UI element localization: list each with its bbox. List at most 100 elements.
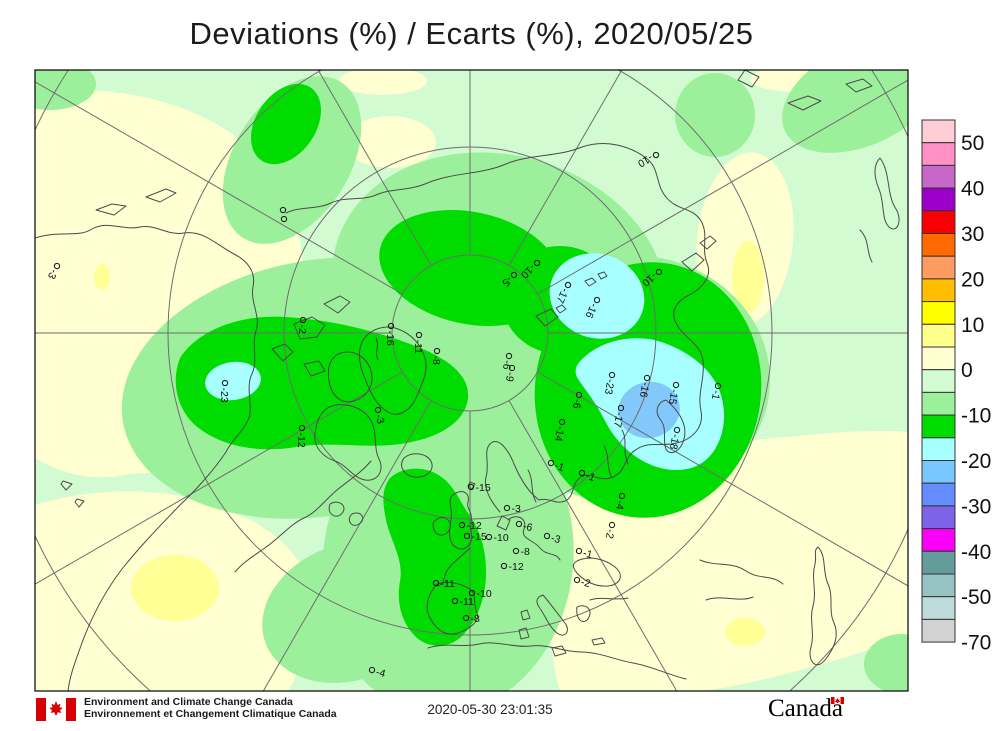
colorbar-box: [921, 618, 956, 643]
station-marker: -3: [373, 406, 387, 425]
colorbar-tick-label: 20: [961, 268, 984, 291]
station-value: -6: [570, 398, 583, 409]
station-circle-icon: [543, 532, 551, 540]
station-value: -15: [476, 482, 491, 494]
station-value: -4: [613, 499, 626, 510]
station-circle-icon: [298, 424, 306, 432]
meridian-line: [537, 371, 908, 587]
colorbar-tick-label: 0: [961, 359, 973, 382]
station-circle-icon: [432, 579, 440, 587]
station-marker: -3: [503, 503, 521, 515]
station-marker: -23: [602, 371, 616, 395]
station-value: -4: [375, 666, 387, 680]
station-value: -2: [296, 325, 308, 334]
station-value: -10: [494, 532, 509, 544]
station-marker: -3: [543, 532, 562, 546]
canada-wordmark: Canada: [768, 695, 878, 725]
station-marker: -1: [575, 547, 594, 561]
station-circle-icon: [643, 374, 651, 382]
map-frame: [34, 69, 909, 692]
station-marker: -2: [573, 576, 592, 590]
station-circle-icon: [618, 492, 626, 500]
station-circle-icon: [280, 215, 288, 223]
station-marker: -6: [500, 352, 513, 371]
footer: Environment and Climate Change Canada En…: [0, 694, 1000, 726]
station-marker: -14: [552, 418, 566, 442]
colorbar-tick-label: -10: [961, 405, 991, 428]
colorbar-box: [921, 210, 956, 235]
station-value: -2: [603, 528, 616, 539]
station-value: -3: [550, 532, 562, 546]
org-name-en: Environment and Climate Change Canada: [84, 696, 293, 708]
station-value: -14: [552, 425, 566, 442]
meridian-line: [35, 81, 403, 295]
station-circle-icon: [510, 271, 518, 279]
meridian-line: [508, 400, 678, 691]
station-circle-icon: [608, 371, 616, 379]
generation-timestamp: 2020-05-30 23:01:35: [427, 702, 553, 717]
station-marker: -4: [613, 492, 626, 511]
station-marker: -15: [467, 482, 491, 494]
colorbar-box: [921, 164, 956, 189]
colorbar-tick-label: -70: [961, 632, 991, 655]
station-circle-icon: [533, 259, 541, 267]
station-circle-icon: [374, 406, 382, 414]
station-value: -12: [467, 520, 482, 532]
station-marker: -8: [430, 347, 442, 365]
station-value: -6: [522, 520, 534, 534]
station-value: -16: [384, 331, 396, 346]
station-marker: -23: [218, 379, 230, 403]
station-value: -2: [580, 576, 592, 590]
station-value: -16: [637, 381, 651, 398]
colorbar-tick-label: -20: [961, 450, 991, 473]
station-circle-icon: [53, 262, 61, 270]
station-marker: -12: [458, 520, 482, 532]
colorbar-box: [921, 346, 956, 371]
station-marker: -12: [500, 561, 524, 573]
station-marker: -17: [611, 404, 625, 428]
station-circle-icon: [673, 426, 681, 434]
station-marker: -12: [295, 424, 307, 448]
colorbar-box: [921, 482, 956, 507]
colorbar-box: [921, 391, 956, 416]
station-circle-icon: [387, 322, 395, 330]
station-marker: -8: [512, 546, 530, 558]
colorbar-box: [921, 550, 956, 575]
station-marker: -4: [368, 666, 387, 680]
station-marker: -1: [547, 460, 566, 474]
station-marker: -15: [463, 531, 487, 543]
station-circle-icon: [508, 364, 516, 372]
meridian-line: [317, 70, 432, 266]
station-value: -12: [509, 561, 524, 573]
colorbar-box: [921, 255, 956, 280]
station-value: -1: [584, 470, 597, 485]
station-circle-icon: [714, 382, 722, 390]
station-value: -10: [477, 588, 492, 600]
station-marker: -10: [468, 588, 492, 600]
canada-flag-icon: [36, 698, 76, 721]
station-circle-icon: [558, 418, 566, 426]
stations-layer: -3-2-12-23-16-11-8-3-5-10-17-16-10-10-6-…: [45, 151, 722, 680]
colorbar-box: [921, 437, 956, 461]
station-value: -3: [512, 503, 521, 515]
colorbar-box: [921, 573, 956, 598]
contour-fill-skyblue: [618, 381, 680, 439]
station-marker: -6: [515, 520, 534, 534]
station-circle-icon: [463, 532, 471, 540]
station-circle-icon: [485, 533, 493, 541]
station-value: -15: [666, 388, 680, 405]
colorbar-tick-label: -30: [961, 495, 991, 518]
colorbar-tick-label: 40: [961, 178, 984, 201]
station-value: -9: [503, 371, 516, 382]
station-marker: -11: [412, 331, 424, 354]
station-marker: [280, 215, 288, 223]
station-marker: -16: [384, 322, 396, 346]
station-marker: -15: [666, 381, 680, 405]
station-marker: -10: [485, 532, 509, 544]
station-marker: -11: [451, 596, 474, 608]
station-marker: -2: [296, 316, 308, 334]
station-circle-icon: [451, 597, 459, 605]
